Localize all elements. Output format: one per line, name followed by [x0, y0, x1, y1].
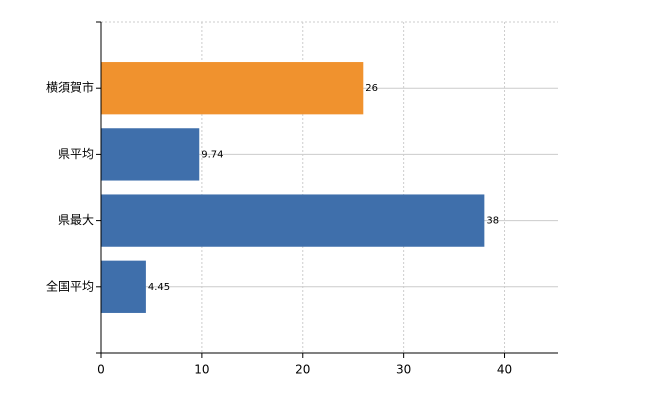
y-tick-label: 全国平均: [46, 278, 94, 293]
bar: [101, 194, 485, 247]
x-tick-label: 40: [497, 363, 512, 377]
x-tick-label: 0: [97, 363, 105, 377]
bar: [101, 62, 364, 115]
value-label: 26: [365, 83, 378, 94]
value-label: 38: [486, 216, 499, 227]
value-label: 4.45: [148, 282, 170, 293]
y-tick-label: 県平均: [58, 147, 94, 161]
x-tick-label: 20: [295, 363, 310, 377]
x-tick-label: 10: [194, 363, 209, 377]
y-tick-label: 県最大: [58, 213, 94, 227]
y-tick-label: 横須賀市: [46, 80, 94, 95]
bar: [101, 128, 200, 181]
value-label: 9.74: [201, 149, 223, 160]
bar: [101, 260, 146, 313]
x-tick-label: 30: [396, 363, 411, 377]
